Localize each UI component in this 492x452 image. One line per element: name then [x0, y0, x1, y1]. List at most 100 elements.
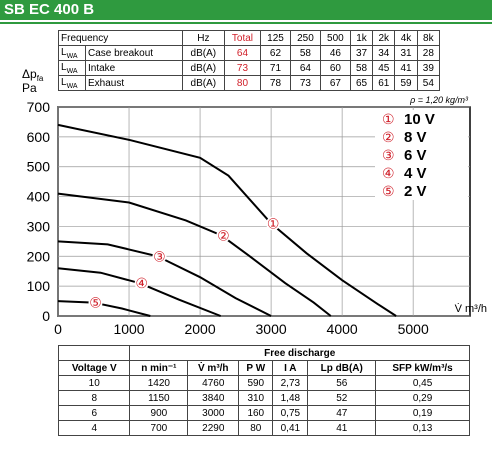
- y-axis-unit: Pa: [22, 81, 37, 95]
- curve: [57, 240, 272, 317]
- sound-table: Frequency Hz Total 125 250 500 1k 2k 4k 8k LWA Case…: [58, 30, 441, 91]
- cell: 4760: [187, 375, 240, 391]
- cell: 78: [260, 75, 291, 91]
- y-tick-label: 100: [27, 278, 51, 294]
- y-axis-label: Δpfa: [22, 67, 44, 83]
- column-header: 1k: [349, 30, 374, 46]
- row: LWA Intake dB(A) 73 71 64 60 58 45 41 39: [58, 60, 441, 76]
- cell: 2290: [187, 420, 240, 436]
- cell: 71: [260, 60, 291, 76]
- cell: 1420: [129, 375, 189, 391]
- y-tick-label: 200: [27, 248, 51, 264]
- cell: 0,45: [375, 375, 470, 391]
- symbol-main: L: [61, 61, 67, 73]
- cell: 1,48: [272, 390, 309, 406]
- x-tick-label: 5000: [398, 321, 429, 337]
- group-row: Free discharge: [57, 345, 470, 361]
- cell: 900: [129, 405, 189, 421]
- unit: dB(A): [181, 60, 225, 76]
- symbol-sub: WA: [66, 52, 78, 60]
- total: 73: [223, 60, 262, 76]
- legend-marker: ⑤: [382, 183, 395, 199]
- cell: 590: [238, 375, 274, 391]
- header-row: Frequency Hz Total 125 250 500 1k 2k 4k 8k: [58, 30, 441, 46]
- x-label-bg: [438, 300, 469, 315]
- y-tick-label: 400: [27, 189, 51, 205]
- cell: 56: [307, 375, 377, 391]
- column-header: 125: [260, 30, 291, 46]
- curve-label-bg: [266, 216, 281, 231]
- column-header: Total: [223, 30, 262, 46]
- cell: 45: [372, 60, 396, 76]
- title: SB EC 400 B: [0, 0, 492, 20]
- row-name: Case breakout: [85, 45, 183, 61]
- row: LWA Case breakout dB(A) 64 62 58 46 37 34 31 28: [58, 45, 441, 61]
- x-tick-label: 2000: [184, 321, 215, 337]
- row: 4 700 2290 80 0,41 41 0,13: [57, 420, 470, 436]
- cell: 0,19: [375, 405, 470, 421]
- column-header: I A: [272, 360, 309, 376]
- cell: 41: [394, 60, 418, 76]
- y-tick-label: 700: [27, 99, 51, 115]
- legend-marker: ④: [382, 165, 395, 181]
- cell: 3840: [187, 390, 240, 406]
- cell: 54: [416, 75, 441, 91]
- rule: [0, 22, 492, 24]
- cell: 52: [307, 390, 377, 406]
- y-tick-label: 0: [42, 308, 50, 324]
- curve-label: ①: [267, 215, 280, 231]
- row: 10 1420 4760 590 2,73 56 0,45: [57, 375, 470, 391]
- cell: 39: [416, 60, 441, 76]
- x-tick-label: 0: [54, 321, 62, 337]
- cell: 67: [319, 75, 351, 91]
- cell: 60: [319, 60, 351, 76]
- symbol: LWA: [58, 60, 86, 76]
- curve-label: ⑤: [89, 295, 102, 311]
- unit: dB(A): [181, 75, 225, 91]
- cell: 2,73: [272, 375, 309, 391]
- x-axis-label: V̇ m³/h: [455, 302, 487, 315]
- legend-label: 8 V: [404, 129, 427, 146]
- column-header: 4k: [394, 30, 418, 46]
- y-tick-label: 300: [27, 218, 51, 234]
- total: 64: [223, 45, 262, 61]
- row: 6 900 3000 160 0,75 47 0,19: [57, 405, 470, 421]
- curve-label-bg: [152, 249, 167, 264]
- row: 8 1150 3840 310 1,48 52 0,29: [57, 390, 470, 406]
- cell: 64: [289, 60, 321, 76]
- symbol-main: L: [61, 46, 67, 58]
- curve: [57, 300, 151, 317]
- cell: 61: [372, 75, 396, 91]
- cell: 73: [289, 75, 321, 91]
- chart: 0 100 200 300 400 500 600 700 0 1000 2000 3000 4000 5…: [22, 67, 487, 337]
- legend-marker: ①: [382, 111, 395, 127]
- cell: 0,13: [375, 420, 470, 436]
- cell: 0,41: [272, 420, 309, 436]
- x-tick-label: 4000: [327, 321, 358, 337]
- cell: 8: [57, 390, 131, 406]
- symbol: LWA: [58, 75, 86, 91]
- blank: [57, 345, 131, 361]
- column-header: n min⁻¹: [129, 360, 189, 376]
- cell: 3000: [187, 405, 240, 421]
- cell: 58: [289, 45, 321, 61]
- symbol-main: L: [61, 76, 67, 88]
- legend-label: 4 V: [404, 165, 427, 182]
- cell: 4: [57, 420, 131, 436]
- column-header: Frequency: [58, 30, 183, 46]
- column-header: Voltage V: [57, 360, 131, 376]
- row-name: Intake: [85, 60, 183, 76]
- cell: 6: [57, 405, 131, 421]
- cell: 10: [57, 375, 131, 391]
- column-header: 250: [289, 30, 321, 46]
- x-tick-label: 1000: [113, 321, 144, 337]
- legend-marker: ③: [382, 147, 395, 163]
- legend-box: [375, 110, 468, 200]
- curve-label-bg: [216, 228, 231, 243]
- curve-label-bg: [134, 276, 149, 291]
- cell: 37: [349, 45, 374, 61]
- cell: 62: [260, 45, 291, 61]
- cell: 47: [307, 405, 377, 421]
- curve-label: ③: [153, 248, 166, 264]
